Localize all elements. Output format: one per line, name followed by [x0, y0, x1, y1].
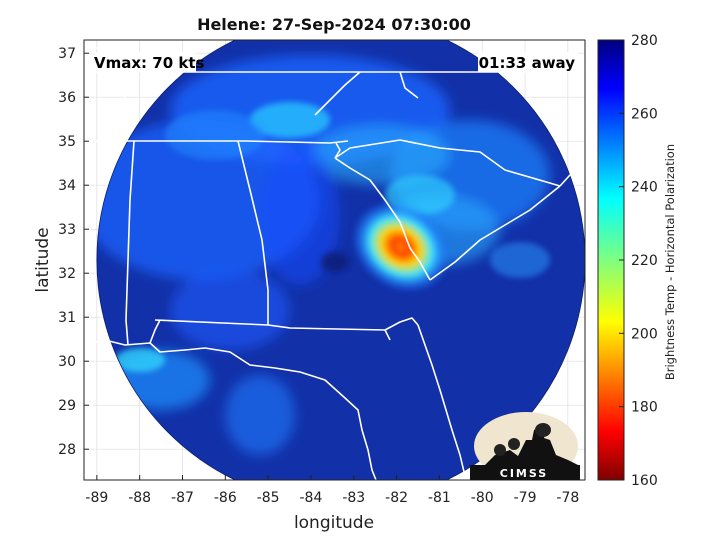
- colorbar-label: Brightness Temp - Horizontal Polarizatio…: [663, 144, 677, 380]
- y-tick-label: 30: [58, 354, 76, 370]
- y-tick-label: 31: [58, 310, 76, 326]
- y-tick-label: 29: [58, 398, 76, 414]
- x-tick-label: -83: [342, 490, 365, 506]
- colorbar: 160 180 200 220 240 260 280 Brightness Temp - …: [597, 33, 677, 489]
- coastline: [84, 319, 467, 480]
- y-tick-label: 28: [58, 442, 76, 458]
- cimss-logo: CIMSS: [470, 412, 580, 480]
- x-tick-label: -81: [428, 490, 451, 506]
- cimss-logo-text: CIMSS: [500, 467, 548, 480]
- colorbar-ticks: 160 180 200 220 240 260 280: [619, 33, 658, 489]
- colorbar-tick-label: 160: [631, 473, 658, 489]
- x-tick-label: -84: [300, 490, 323, 506]
- y-tick-label: 37: [58, 46, 76, 62]
- colorbar-tick-label: 220: [631, 253, 658, 269]
- colorbar-tick-label: 240: [631, 180, 658, 196]
- x-axis-ticks: -89 -88 -87 -86 -85 -84 -83 -82 -81 -80 -79 -78: [85, 475, 579, 506]
- x-tick-label: -87: [171, 490, 194, 506]
- x-axis-label: longitude: [294, 513, 374, 533]
- y-tick-label: 36: [58, 90, 76, 106]
- figure-title: Helene: 27-Sep-2024 07:30:00: [197, 15, 471, 34]
- vmax-label: Vmax: 70 kts: [94, 54, 204, 72]
- y-tick-label: 32: [58, 266, 76, 282]
- time-away-label: 01:33 away: [479, 54, 576, 72]
- y-tick-label: 34: [58, 178, 76, 194]
- x-tick-label: -85: [257, 490, 280, 506]
- y-tick-label: 33: [58, 222, 76, 238]
- x-tick-label: -88: [128, 490, 151, 506]
- x-tick-label: -86: [214, 490, 237, 506]
- y-axis-ticks: 28 29 30 31 32 33 34 35 36 37: [58, 46, 89, 458]
- x-tick-label: -78: [556, 490, 579, 506]
- x-tick-label: -80: [471, 490, 494, 506]
- y-tick-label: 35: [58, 134, 76, 150]
- colorbar-tick-label: 280: [631, 33, 658, 49]
- colorbar-tick-label: 200: [631, 326, 658, 342]
- storm-core: [351, 201, 450, 293]
- colorbar-tick-label: 260: [631, 106, 658, 122]
- x-tick-label: -82: [385, 490, 408, 506]
- x-tick-label: -89: [85, 490, 108, 506]
- x-tick-label: -79: [514, 490, 537, 506]
- colorbar-tick-label: 180: [631, 400, 658, 416]
- y-axis-label: latitude: [33, 227, 53, 292]
